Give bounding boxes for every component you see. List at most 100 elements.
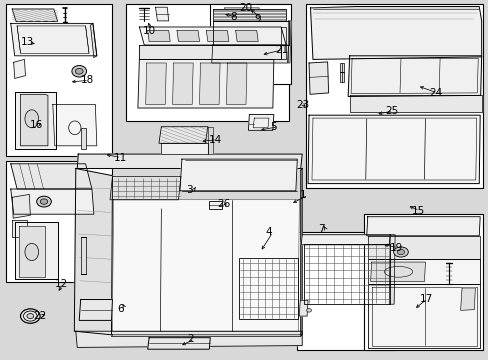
Ellipse shape [25,243,39,261]
Text: 3: 3 [185,185,192,195]
Polygon shape [222,8,259,21]
Text: 18: 18 [81,75,94,85]
Ellipse shape [393,247,407,257]
Text: 19: 19 [389,243,403,253]
Bar [6,161,112,282]
Polygon shape [11,164,92,189]
Text: 2: 2 [186,334,193,344]
Polygon shape [74,168,112,335]
Polygon shape [79,300,112,320]
Polygon shape [177,31,199,41]
Polygon shape [248,114,273,130]
Polygon shape [347,56,481,96]
Polygon shape [12,220,27,237]
Polygon shape [145,63,166,104]
Polygon shape [110,176,181,200]
Bar [6,4,112,156]
Bar [126,4,288,121]
Ellipse shape [20,309,40,323]
Text: 12: 12 [55,279,68,289]
Text: 23: 23 [295,100,308,110]
Text: 1: 1 [300,190,306,200]
Polygon shape [147,31,170,41]
Bar [364,214,482,350]
Bar [210,4,290,84]
Polygon shape [388,235,394,304]
Polygon shape [20,94,48,146]
Polygon shape [161,143,207,154]
Polygon shape [147,338,210,349]
Bar [297,232,394,350]
Polygon shape [212,21,288,45]
Text: 7: 7 [317,224,324,234]
Polygon shape [76,331,302,347]
Text: 8: 8 [229,12,236,22]
Bar [81,128,85,149]
Bar [339,63,344,82]
Text: 20: 20 [239,3,252,13]
Polygon shape [139,45,281,59]
Polygon shape [11,189,94,214]
Polygon shape [206,31,228,41]
Polygon shape [19,226,45,277]
Polygon shape [199,63,220,104]
Polygon shape [15,222,58,279]
Polygon shape [207,127,212,154]
Ellipse shape [37,196,51,207]
Ellipse shape [27,314,34,319]
Polygon shape [212,9,285,21]
Polygon shape [77,154,302,168]
Bar [238,258,298,319]
Polygon shape [288,21,290,63]
Ellipse shape [306,309,311,312]
Polygon shape [11,23,97,56]
Polygon shape [53,104,97,146]
Polygon shape [308,62,328,94]
Polygon shape [180,159,297,191]
Text: 5: 5 [270,122,277,132]
Polygon shape [15,92,56,149]
Text: 4: 4 [264,227,271,237]
Text: 21: 21 [275,45,288,55]
Text: 17: 17 [419,294,432,304]
Text: 13: 13 [20,37,34,48]
Polygon shape [112,200,299,331]
Bar [209,201,222,209]
Ellipse shape [25,110,39,128]
Text: 24: 24 [428,88,442,98]
Polygon shape [367,236,479,259]
Polygon shape [307,115,479,184]
Polygon shape [155,7,168,21]
Polygon shape [370,262,425,282]
Polygon shape [460,288,474,310]
Text: 11: 11 [113,153,126,163]
Ellipse shape [72,66,86,77]
Bar [304,244,389,304]
Text: 26: 26 [217,199,230,210]
Polygon shape [159,127,207,143]
Polygon shape [138,59,273,108]
Polygon shape [226,63,246,104]
Polygon shape [281,27,285,59]
Bar [81,237,85,274]
Text: 10: 10 [142,26,156,36]
Polygon shape [310,6,481,59]
Polygon shape [90,23,97,58]
Polygon shape [299,301,307,316]
Ellipse shape [40,199,47,204]
Polygon shape [300,168,302,336]
Text: 9: 9 [254,14,261,24]
Text: 14: 14 [209,135,222,145]
Polygon shape [301,235,389,245]
Polygon shape [12,194,30,218]
Polygon shape [235,31,258,41]
Polygon shape [12,9,58,22]
Polygon shape [349,95,481,112]
Polygon shape [366,217,479,236]
Text: 6: 6 [117,304,124,314]
Polygon shape [111,335,302,337]
Text: 22: 22 [33,311,46,321]
Polygon shape [14,59,25,78]
Ellipse shape [396,249,404,255]
Polygon shape [367,259,479,284]
